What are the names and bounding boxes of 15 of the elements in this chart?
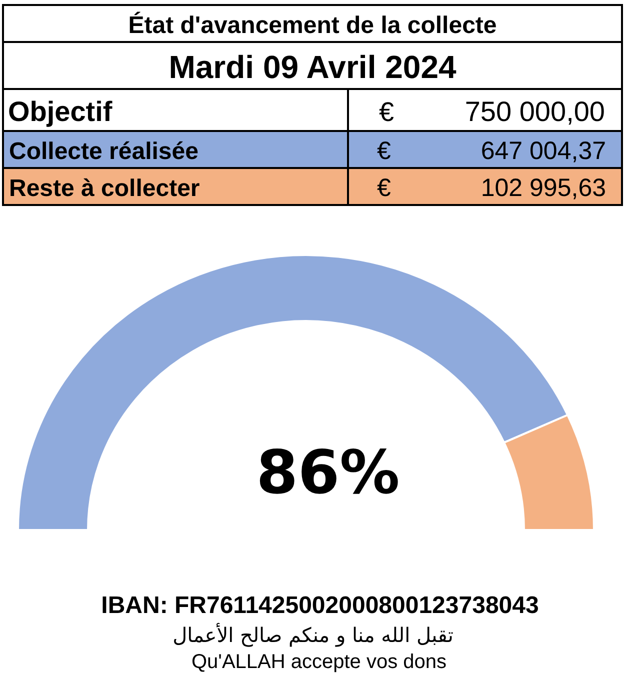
text: تقبل الله منا و منكم صالح الأعمال	[172, 622, 454, 647]
text: €	[379, 97, 394, 127]
text: 86%	[256, 438, 400, 508]
text: 750 000,00	[464, 96, 605, 127]
legend-item: Collecte réalisée € 647 004,37	[3, 131, 622, 168]
text: Objectif	[8, 96, 113, 127]
legend-item: Reste à collecter € 102 995,63	[3, 168, 622, 205]
chart-subtitle: Mardi 09 Avril 2024	[168, 49, 456, 85]
legend-label: Reste à collecter	[9, 175, 200, 202]
text: Qu'ALLAH accepte vos dons	[191, 651, 447, 673]
data-label: 102 995,63	[480, 174, 606, 202]
text: IBAN: FR7611425002000800123738043	[101, 592, 539, 619]
legend-label: Collecte réalisée	[9, 138, 198, 165]
data-label: 647 004,37	[480, 137, 606, 165]
chart-title: État d'avancement de la collecte	[128, 11, 497, 39]
